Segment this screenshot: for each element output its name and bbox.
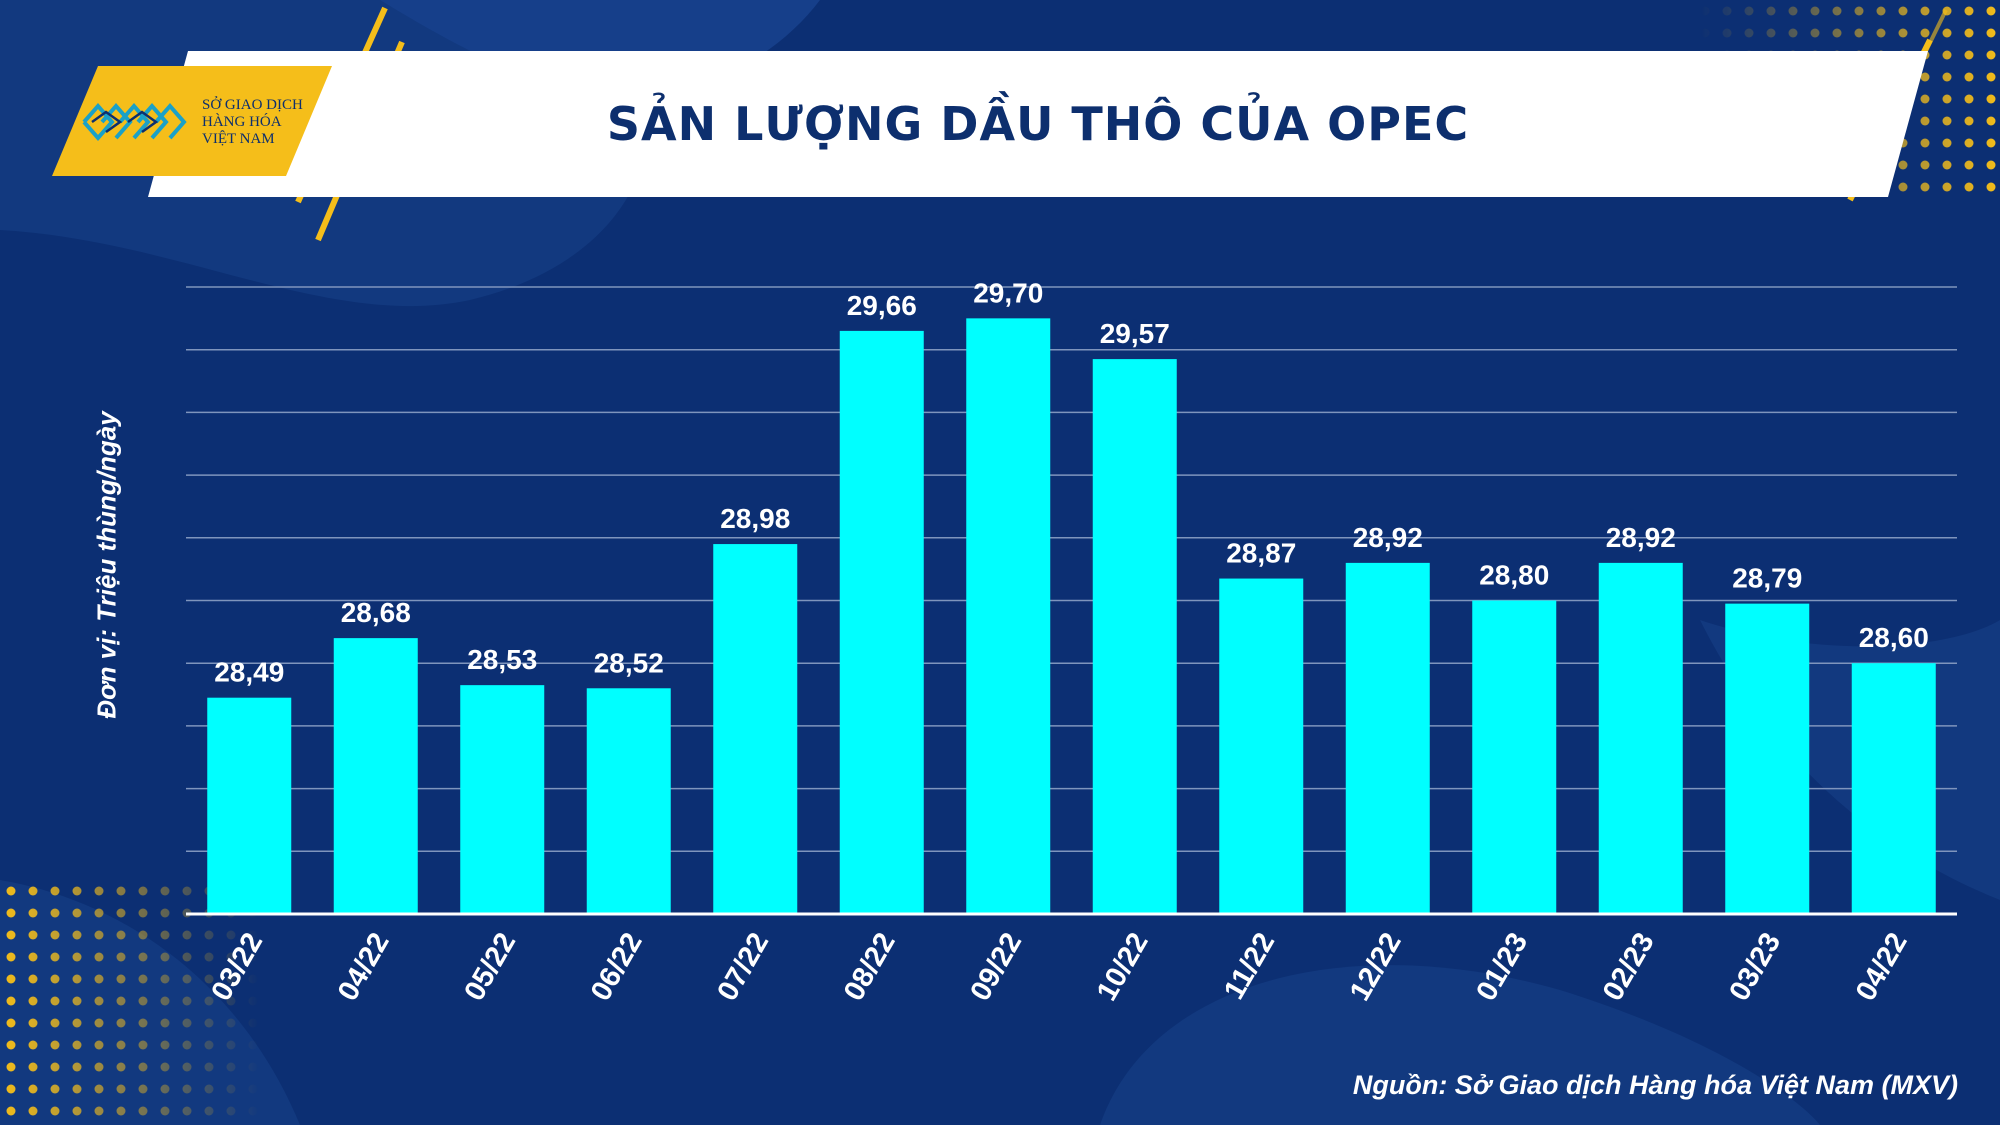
mxv-logo-icon — [82, 102, 187, 142]
bar — [1851, 663, 1936, 914]
bar — [586, 688, 671, 914]
x-tick-labels: 03/22 04/22 05/22 06/22 07/22 08/22 09/22 10/22… — [205, 928, 1914, 1007]
bar-value-label: 28,68 — [341, 597, 411, 628]
bar — [1092, 359, 1177, 915]
x-tick-label: 02/23 — [1597, 928, 1661, 1007]
value-labels: 28,49 28,68 28,53 28,52 28,98 29,66 29,70 29,57… — [214, 277, 1929, 687]
bar — [1598, 562, 1683, 914]
x-tick-label: 10/22 — [1091, 928, 1155, 1007]
gridlines — [186, 286, 1957, 853]
bar — [839, 330, 924, 914]
bar-value-label: 29,66 — [847, 290, 917, 321]
bar — [1472, 600, 1557, 914]
bar — [1219, 578, 1304, 914]
bar-value-label: 28,92 — [1353, 522, 1423, 553]
bar-value-label: 29,70 — [973, 277, 1043, 308]
title-banner — [148, 51, 1928, 197]
bar-value-label: 28,98 — [720, 503, 790, 534]
bar-value-label: 28,80 — [1479, 560, 1549, 591]
bar-value-label: 28,79 — [1732, 563, 1802, 594]
x-tick-label: 08/22 — [838, 928, 902, 1007]
bar-value-label: 28,92 — [1606, 522, 1676, 553]
bar-value-label: 28,53 — [467, 644, 537, 675]
x-tick-label: 01/23 — [1470, 928, 1534, 1007]
x-tick-label: 03/23 — [1723, 928, 1787, 1007]
bar-value-label: 29,57 — [1100, 318, 1170, 349]
x-tick-label: 07/22 — [711, 928, 775, 1007]
logo-line-2: HÀNG HÓA — [202, 114, 282, 130]
x-tick-label: 11/22 — [1218, 928, 1281, 1005]
x-tick-label: 06/22 — [585, 928, 649, 1007]
x-tick-label: 09/22 — [964, 928, 1028, 1007]
bar — [207, 697, 292, 914]
bars — [207, 318, 1936, 915]
logo-text: SỞ GIAO DỊCH HÀNG HÓA VIỆT NAM — [202, 97, 303, 148]
x-tick-label: 04/22 — [332, 928, 396, 1007]
source-note: Nguồn: Sở Giao dịch Hàng hóa Việt Nam (M… — [1352, 1070, 1958, 1100]
x-tick-label: 04/22 — [1850, 928, 1914, 1007]
bar — [713, 544, 798, 914]
chart-title: SẢN LƯỢNG DẦU THÔ CỦA OPEC — [606, 97, 1470, 151]
y-axis-unit-label: Đơn vị: Triệu thùng/ngày — [91, 411, 122, 719]
bar-value-label: 28,87 — [1226, 538, 1296, 569]
bar-value-label: 28,60 — [1859, 622, 1929, 653]
bar — [1725, 603, 1810, 914]
bar — [333, 638, 418, 914]
x-tick-label: 05/22 — [458, 928, 522, 1007]
logo-line-3: VIỆT NAM — [202, 131, 275, 147]
x-tick-label: 03/22 — [205, 928, 269, 1007]
bar-value-label: 28,52 — [594, 647, 664, 678]
x-tick-label: 12/22 — [1344, 928, 1408, 1007]
bar — [966, 318, 1051, 915]
bar — [460, 685, 545, 914]
bar — [1345, 562, 1430, 914]
logo-badge — [52, 66, 332, 176]
logo-line-1: SỞ GIAO DỊCH — [202, 97, 303, 113]
bar-value-label: 28,49 — [214, 657, 284, 688]
